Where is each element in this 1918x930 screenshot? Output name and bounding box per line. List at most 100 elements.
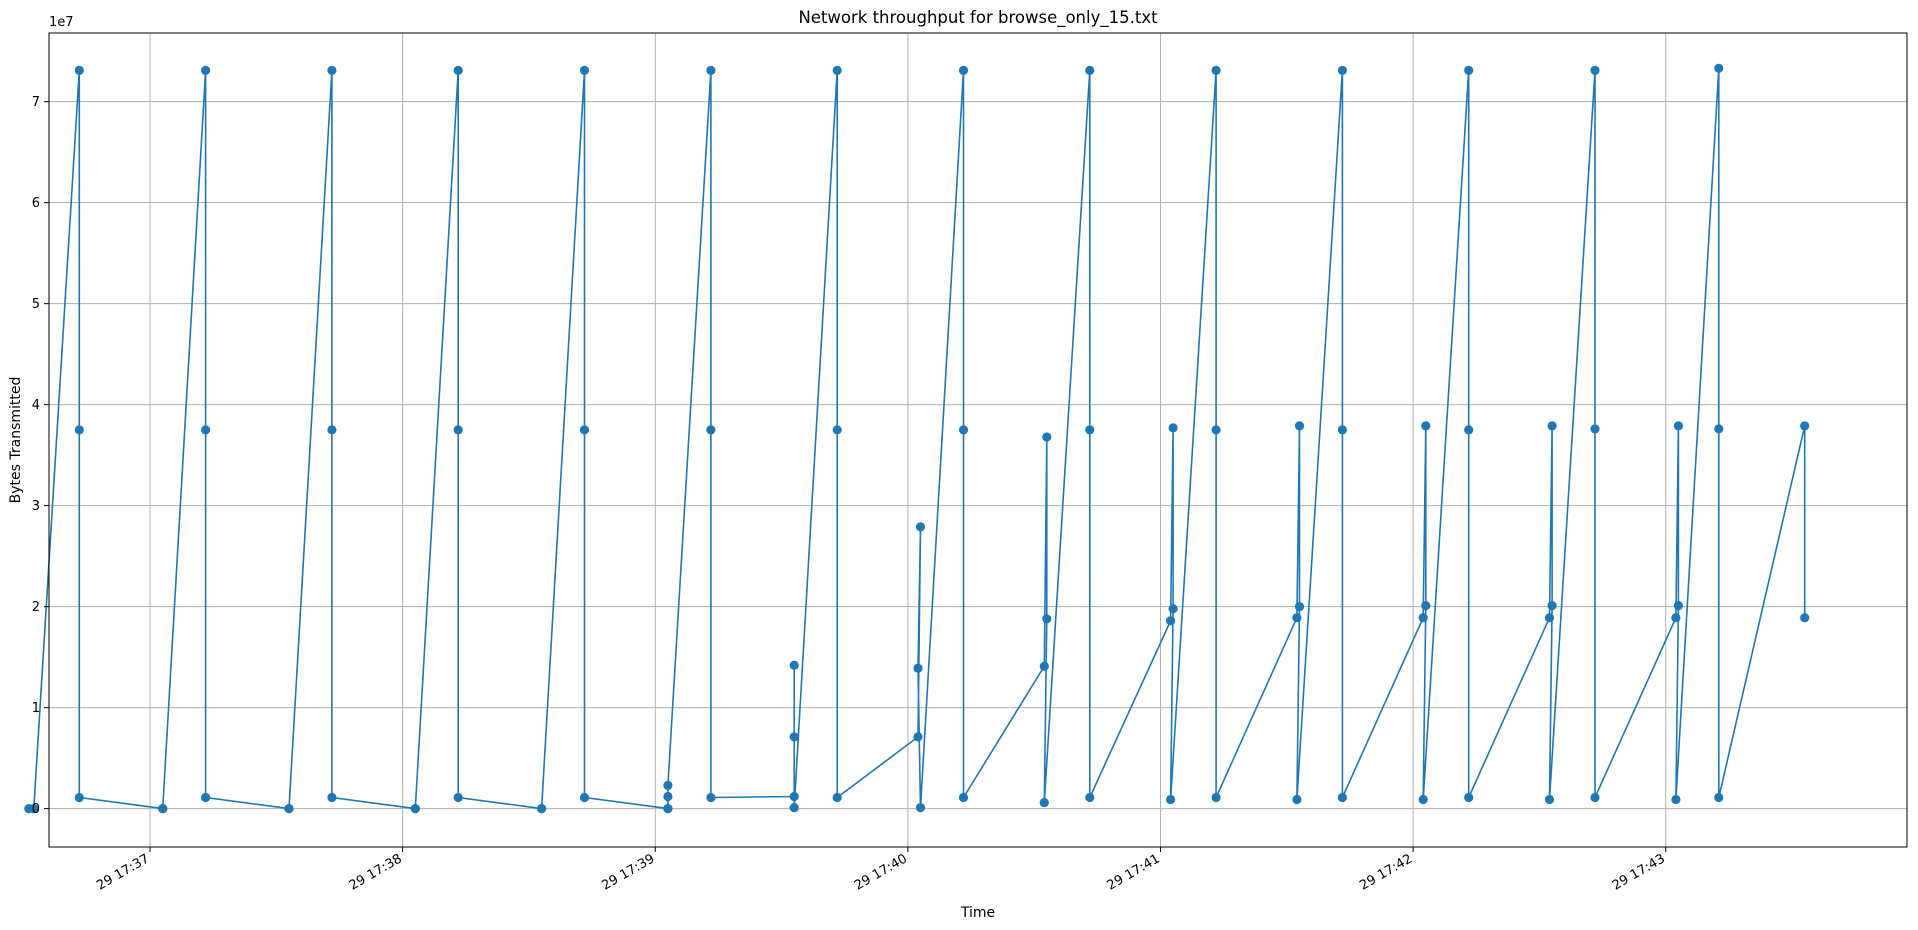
data-point (1673, 421, 1683, 431)
data-point (74, 425, 84, 435)
y-tick-label: 5 (32, 297, 40, 312)
y-axis-ticks: 0 1 2 3 4 5 6 7 (32, 95, 49, 817)
data-point (1168, 604, 1178, 614)
data-point (201, 425, 211, 435)
y-tick-label: 2 (32, 600, 40, 615)
data-point (1337, 425, 1347, 435)
data-point (832, 425, 842, 435)
data-point (453, 425, 463, 435)
data-point (1168, 423, 1178, 433)
data-point (1671, 613, 1681, 623)
data-point (1421, 601, 1431, 611)
data-point (327, 65, 337, 75)
data-point (1211, 792, 1221, 803)
data-point (579, 65, 590, 75)
data-point (706, 792, 716, 803)
data-point (327, 792, 337, 803)
data-point (453, 65, 463, 75)
data-point (410, 804, 420, 814)
data-point (1337, 65, 1347, 75)
data-point (1671, 794, 1681, 805)
data-point (1547, 601, 1557, 611)
data-point (1211, 425, 1221, 435)
data-point (537, 804, 547, 814)
data-point (913, 663, 923, 673)
chart-title: Network throughput for browse_only_15.tx… (798, 8, 1158, 28)
data-point (1464, 425, 1474, 435)
data-point (1464, 65, 1474, 75)
data-point (706, 425, 716, 435)
data-point (958, 65, 969, 75)
data-point (1294, 421, 1305, 431)
y-tick-label: 4 (32, 398, 40, 413)
y-tick-label: 3 (32, 499, 40, 514)
data-point (1590, 65, 1600, 75)
data-point (1464, 792, 1474, 803)
data-point (1714, 424, 1724, 434)
plot-area (49, 33, 1907, 847)
data-point (1085, 425, 1095, 435)
data-point (1085, 65, 1095, 75)
data-point (832, 792, 842, 803)
data-point (1590, 424, 1600, 434)
data-point (1039, 661, 1049, 671)
y-axis-label: Bytes Transmitted (8, 377, 24, 504)
data-point (1337, 792, 1347, 803)
plot-frame (48, 32, 1908, 848)
data-point (201, 792, 211, 803)
data-point (453, 792, 463, 803)
data-point (1085, 792, 1095, 803)
data-point (1166, 616, 1176, 626)
data-point (1418, 613, 1428, 623)
data-point (789, 660, 799, 670)
data-point (663, 804, 673, 814)
data-point (663, 791, 673, 802)
data-point (1421, 421, 1431, 431)
data-point (1544, 794, 1555, 805)
data-point (913, 732, 923, 742)
data-point (706, 65, 716, 75)
data-point (958, 792, 969, 803)
data-point (832, 65, 842, 75)
y-tick-label: 0 (32, 802, 40, 817)
data-point (1211, 65, 1221, 75)
data-point (579, 792, 590, 803)
data-point (1166, 794, 1176, 805)
series-layer (24, 63, 1810, 814)
data-point (915, 803, 926, 813)
data-point (1418, 794, 1428, 805)
data-point (1590, 792, 1600, 803)
data-point (1800, 421, 1810, 431)
data-point (663, 780, 673, 791)
data-point (579, 425, 590, 435)
data-point (1547, 421, 1557, 431)
data-point (158, 804, 168, 814)
data-point (201, 65, 211, 75)
x-axis-label: Time (960, 905, 995, 921)
data-point (1673, 601, 1683, 611)
data-point (1800, 613, 1810, 623)
data-point (1292, 794, 1302, 805)
y-tick-label: 1 (32, 701, 40, 716)
data-point (74, 65, 84, 75)
data-point (284, 804, 294, 814)
data-point (1292, 613, 1302, 623)
data-point (29, 804, 39, 814)
data-point (1714, 63, 1724, 73)
y-tick-label: 6 (32, 196, 40, 211)
data-point (789, 732, 799, 742)
data-point (789, 791, 799, 802)
data-point (1042, 614, 1052, 624)
data-point (1714, 792, 1724, 803)
data-point (327, 425, 337, 435)
data-point (74, 792, 84, 803)
data-point (1544, 613, 1555, 623)
y-offset-label: 1e7 (49, 15, 74, 30)
data-point (789, 803, 799, 813)
grid (49, 33, 1907, 847)
data-point (1294, 602, 1305, 612)
data-point (958, 425, 969, 435)
data-point (915, 522, 926, 532)
data-point (1042, 432, 1052, 442)
